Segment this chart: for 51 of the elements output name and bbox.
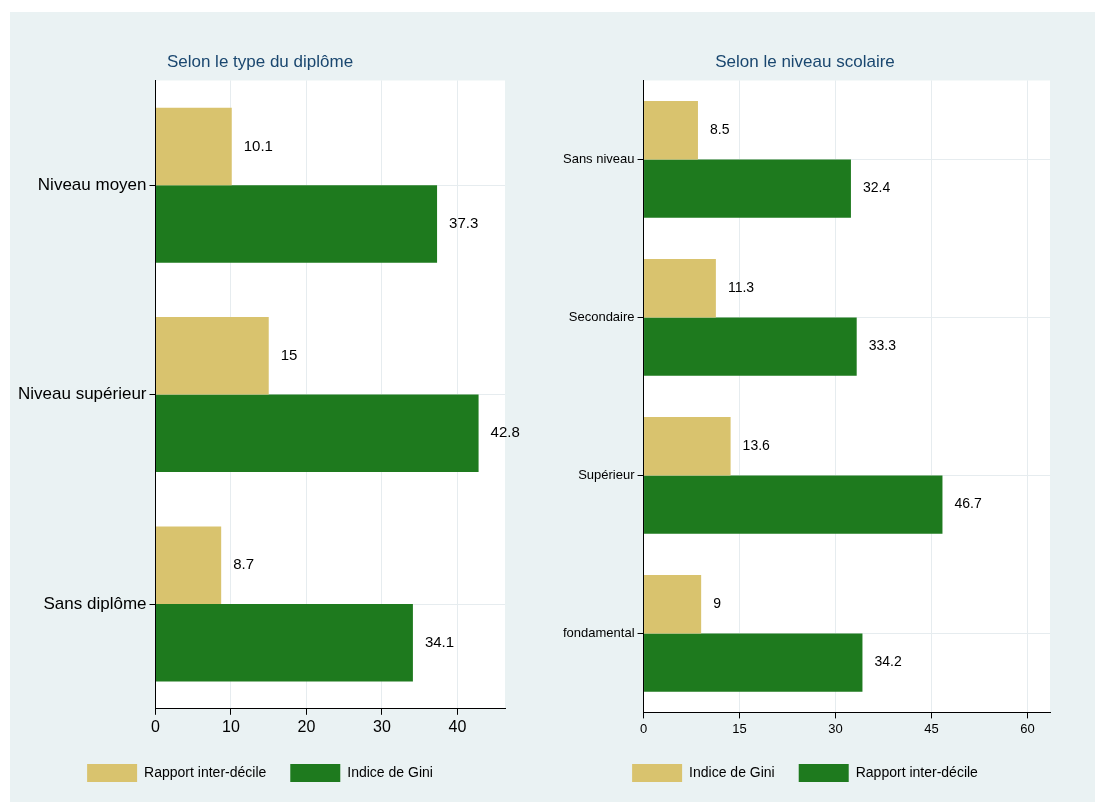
x-tick-label: 0 (639, 720, 648, 736)
y-tick-label: fondamental (562, 624, 635, 640)
data-label: 46.7 (954, 495, 982, 512)
x-tick-label: 45 (924, 720, 939, 736)
y-tick-label: Sans niveau (562, 150, 635, 166)
data-label: 37.3 (449, 214, 479, 232)
bar (156, 317, 269, 395)
x-tick-label: 30 (373, 717, 391, 735)
x-tick-label: 60 (1020, 720, 1035, 736)
data-label: 10.1 (243, 136, 273, 154)
x-tick-label: 0 (151, 717, 161, 735)
y-tick-label: Niveau moyen (37, 174, 147, 194)
bar (644, 100, 698, 160)
chart-title: Selon le niveau scolaire (715, 51, 895, 71)
y-tick-label: Supérieur (578, 466, 636, 482)
legend-label: Indice de Gini (347, 763, 433, 780)
data-label: 8.5 (709, 121, 730, 138)
data-label: 34.1 (424, 632, 455, 650)
data-label: 8.7 (233, 555, 255, 573)
y-tick-label: Sans diplôme (43, 593, 147, 613)
bar (156, 526, 222, 605)
legend-label: Rapport inter-décile (144, 763, 267, 780)
bar (644, 159, 851, 218)
data-label: 9 (713, 595, 722, 612)
data-label: 13.6 (742, 437, 771, 454)
bar (644, 574, 702, 634)
data-label: 34.2 (874, 653, 902, 670)
bar (644, 258, 716, 318)
bar (156, 604, 413, 682)
data-label: 11.3 (727, 279, 755, 296)
bar (644, 317, 857, 376)
bar (156, 394, 479, 473)
y-tick-label: Niveau supérieur (18, 384, 147, 404)
bar (156, 185, 438, 263)
data-label: 33.3 (868, 337, 897, 354)
legend-label: Indice de Gini (689, 763, 775, 780)
bar (156, 107, 232, 186)
x-tick-label: 10 (222, 717, 240, 735)
x-tick-label: 15 (732, 720, 747, 736)
data-label: 42.8 (490, 423, 520, 441)
bar (644, 633, 863, 692)
bar (644, 475, 943, 534)
y-tick-label: Secondaire (568, 308, 635, 324)
x-tick-label: 20 (297, 717, 316, 735)
bar (644, 416, 731, 476)
legend-label: Rapport inter-décile (855, 763, 979, 780)
data-label: 32.4 (862, 179, 891, 196)
data-label: 15 (280, 345, 298, 363)
chart-title: Selon le type du diplôme (166, 51, 354, 71)
x-tick-label: 30 (828, 720, 843, 736)
x-tick-label: 40 (448, 717, 467, 735)
